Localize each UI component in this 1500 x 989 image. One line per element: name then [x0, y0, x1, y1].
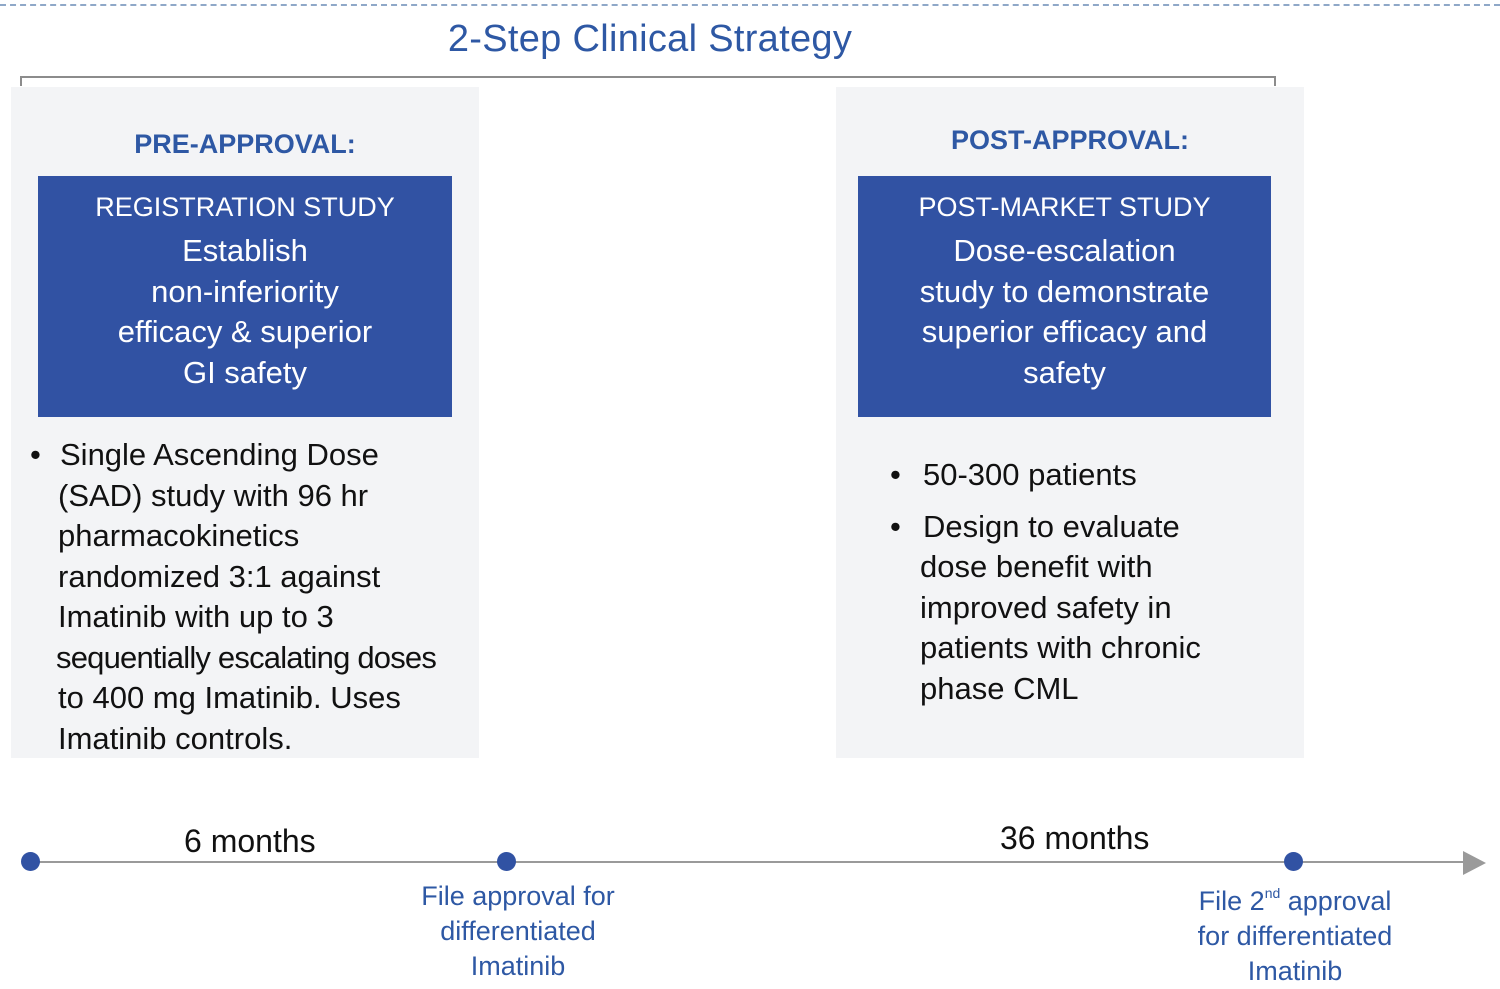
registration-study-heading: REGISTRATION STUDY — [95, 192, 395, 222]
post-market-study-box: POST-MARKET STUDY Dose-escalation study … — [858, 176, 1271, 417]
bullet-item: • Single Ascending Dose (SAD) study with… — [30, 437, 437, 756]
post-approval-bullets: • 50-300 patients • Design to evaluate d… — [890, 455, 1290, 709]
registration-study-box: REGISTRATION STUDY Establish non-inferio… — [38, 176, 452, 417]
circle-marker-icon — [497, 852, 516, 871]
diagram-title: 2-Step Clinical Strategy — [447, 18, 853, 60]
circle-marker-icon — [1284, 852, 1303, 871]
strategy-bracket — [20, 76, 1276, 86]
timeline-axis — [30, 861, 1468, 863]
bullet-dot-icon: • — [890, 457, 901, 492]
registration-study-description: Establish non-inferiority efficacy & sup… — [117, 233, 373, 390]
post-market-study-heading: POST-MARKET STUDY — [918, 192, 1211, 222]
pre-approval-bullets: • Single Ascending Dose (SAD) study with… — [30, 435, 475, 759]
bullet-dot-icon: • — [890, 508, 901, 544]
duration-post-approval: 36 months — [1000, 820, 1150, 856]
post-approval-label: POST-APPROVAL: — [950, 125, 1190, 155]
top-dotted-rule — [0, 4, 1500, 6]
bullet-dot-icon: • — [30, 437, 41, 472]
arrow-right-icon — [1463, 851, 1486, 875]
duration-pre-approval: 6 months — [184, 823, 316, 859]
post-market-study-description: Dose-escalation study to demonstrate sup… — [919, 233, 1210, 390]
circle-marker-icon — [21, 852, 40, 871]
milestone-second-approval: File 2nd approval for differentiated Ima… — [1197, 885, 1393, 986]
bullet-item: • Design to evaluate dose benefit with i… — [890, 508, 1201, 706]
bullet-item: • 50-300 patients — [890, 455, 1290, 496]
pre-approval-label: PRE-APPROVAL: — [134, 129, 356, 159]
milestone-first-approval: File approval for differentiated Imatini… — [421, 881, 615, 981]
